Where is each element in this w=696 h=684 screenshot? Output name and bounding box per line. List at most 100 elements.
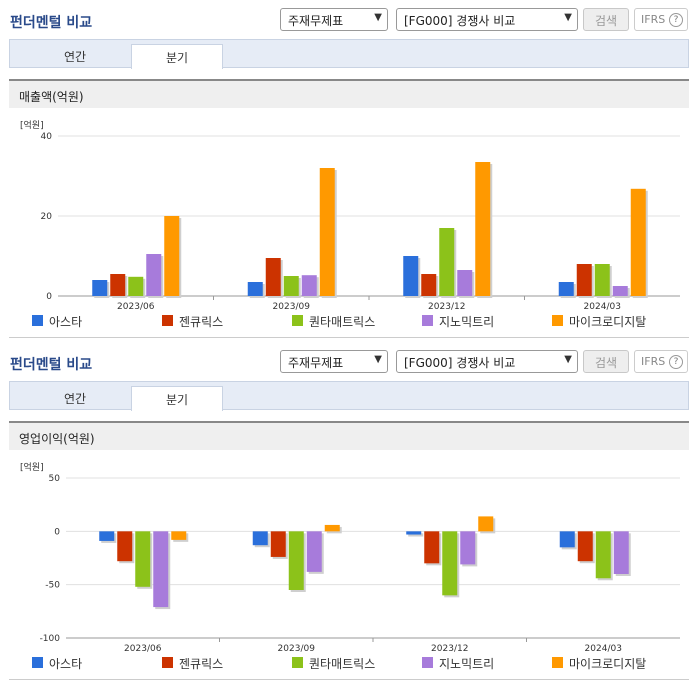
legend-label: 퀀타매트릭스 <box>309 657 376 671</box>
y-tick-label: -100 <box>40 634 61 644</box>
search-button[interactable]: 검색 <box>583 8 629 31</box>
bar <box>558 282 574 296</box>
statement-type-select[interactable]: 주재무제표 ▼ <box>280 350 388 373</box>
legend-swatch <box>292 657 303 668</box>
tab-quarterly[interactable]: 분기 <box>131 386 223 411</box>
legend-item[interactable]: 젠큐릭스 <box>162 313 223 330</box>
statement-type-select[interactable]: 주재무제표 ▼ <box>280 8 388 31</box>
ifrs-label: IFRS <box>641 355 666 368</box>
bar <box>117 531 133 562</box>
x-tick-label: 2024/03 <box>584 302 621 312</box>
legend-label: 퀀타매트릭스 <box>309 315 376 329</box>
legend-item[interactable]: 지노믹트리 <box>422 655 494 672</box>
period-tabs: 연간 분기 <box>9 39 689 69</box>
divider <box>9 337 689 338</box>
bar <box>153 531 169 608</box>
revenue-panel: 펀더멘털 비교 주재무제표 ▼ [FG000] 경쟁사 비교 ▼ 검색 IFRS? … <box>9 8 692 338</box>
legend-item[interactable]: 퀀타매트릭스 <box>292 655 375 672</box>
tab-annual[interactable]: 연간 <box>63 392 87 406</box>
bar <box>475 162 491 296</box>
bar <box>99 531 115 541</box>
panel-title: 펀더멘털 비교 <box>10 15 93 31</box>
operating-profit-chart: -100 -50 0 50 2023/06 2023/09 2023/12 2024/03 <box>40 474 680 654</box>
legend-label: 젠큐릭스 <box>179 315 224 329</box>
bar <box>164 216 180 296</box>
bar <box>576 264 592 296</box>
legend-swatch <box>162 657 173 668</box>
legend-item[interactable]: 마이크로디지탈 <box>552 655 646 672</box>
section-header: 매출액(억원) <box>9 79 689 108</box>
bar <box>442 531 458 596</box>
bar <box>324 524 340 532</box>
legend-swatch <box>422 315 433 326</box>
divider <box>9 679 689 680</box>
legend-item[interactable]: 퀀타매트릭스 <box>292 313 375 330</box>
legend-label: 아스타 <box>49 657 83 671</box>
search-button[interactable]: 검색 <box>583 350 629 373</box>
legend-label: 지노믹트리 <box>439 315 495 329</box>
operating-profit-panel: 펀더멘털 비교 주재무제표 ▼ [FG000] 경쟁사 비교 ▼ 검색 IFRS? … <box>0 342 696 684</box>
bar <box>146 254 162 296</box>
bar <box>270 531 286 557</box>
bar <box>457 270 473 296</box>
bar <box>128 276 144 296</box>
peer-group-select[interactable]: [FG000] 경쟁사 비교 ▼ <box>396 8 578 31</box>
bar <box>265 258 281 296</box>
revenue-chart: 0 20 40 2023/06 2023/09 2023/12 2024/03 <box>41 132 680 312</box>
chevron-down-icon: ▼ <box>564 12 572 23</box>
x-tick-label: 2024/03 <box>585 644 622 654</box>
tab-annual[interactable]: 연간 <box>63 50 87 64</box>
section-title: 영업이익(억원) <box>19 432 95 446</box>
legend-item[interactable]: 마이크로디지탈 <box>552 313 646 330</box>
bar <box>424 531 440 564</box>
ifrs-help-button[interactable]: IFRS? <box>634 350 688 373</box>
x-tick-label: 2023/12 <box>431 644 468 654</box>
legend-label: 마이크로디지탈 <box>569 315 647 329</box>
legend-swatch <box>422 657 433 668</box>
chart-legend: 아스타 젠큐릭스 퀀타매트릭스 지노믹트리 마이크로디지탈 <box>32 313 692 329</box>
section-header: 영업이익(억원) <box>9 421 689 450</box>
chevron-down-icon: ▼ <box>564 354 572 365</box>
period-tabs: 연간 분기 <box>9 381 689 411</box>
legend-swatch <box>552 657 563 668</box>
chevron-down-icon: ▼ <box>374 12 382 23</box>
peer-group-value: [FG000] 경쟁사 비교 <box>404 356 516 370</box>
bar <box>439 228 455 296</box>
bar <box>460 531 476 565</box>
section-title: 매출액(억원) <box>19 90 84 104</box>
tab-quarterly[interactable]: 분기 <box>131 44 223 69</box>
legend-item[interactable]: 아스타 <box>32 313 82 330</box>
statement-type-value: 주재무제표 <box>288 14 344 28</box>
bar <box>559 531 575 548</box>
peer-group-select[interactable]: [FG000] 경쟁사 비교 ▼ <box>396 350 578 373</box>
legend-item[interactable]: 젠큐릭스 <box>162 655 223 672</box>
ifrs-help-button[interactable]: IFRS? <box>634 8 688 31</box>
chevron-down-icon: ▼ <box>374 354 382 365</box>
y-tick-label: 40 <box>41 132 53 142</box>
x-tick-label: 2023/12 <box>428 302 465 312</box>
y-tick-label: 50 <box>49 474 61 484</box>
y-tick-label: 20 <box>41 212 53 222</box>
bar <box>630 188 646 296</box>
bar <box>110 274 126 296</box>
bar <box>288 531 304 590</box>
legend-swatch <box>292 315 303 326</box>
statement-type-value: 주재무제표 <box>288 356 344 370</box>
legend-swatch <box>552 315 563 326</box>
bar <box>283 276 299 296</box>
bar <box>612 286 628 296</box>
bar <box>478 516 494 532</box>
legend-item[interactable]: 지노믹트리 <box>422 313 494 330</box>
legend-item[interactable]: 아스타 <box>32 655 82 672</box>
bar <box>319 168 335 296</box>
legend-swatch <box>162 315 173 326</box>
bar-shadow <box>408 533 424 537</box>
legend-label: 젠큐릭스 <box>179 657 224 671</box>
y-tick-label: 0 <box>54 527 60 537</box>
bar <box>171 531 187 540</box>
bar <box>135 531 151 587</box>
unit-label: [억원] <box>20 121 44 131</box>
legend-swatch <box>32 657 43 668</box>
bar <box>421 274 437 296</box>
legend-label: 마이크로디지탈 <box>569 657 647 671</box>
